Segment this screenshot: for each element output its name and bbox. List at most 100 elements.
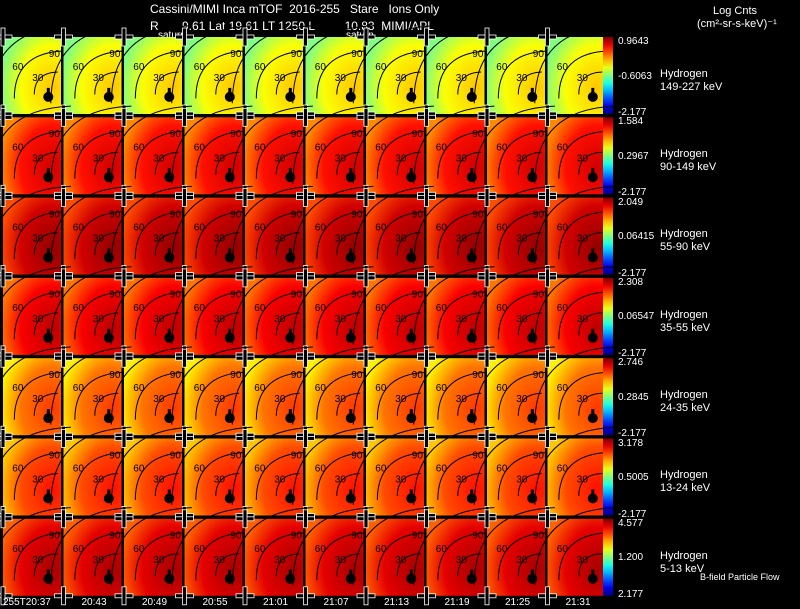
contour-line — [231, 346, 313, 425]
planet-marker — [43, 413, 54, 424]
time-tick-label: 21:25 — [505, 597, 531, 608]
planet-marker — [164, 573, 175, 584]
contour-line — [171, 507, 253, 586]
contour-line — [352, 507, 434, 586]
colorbar-min-label: -2.177 — [618, 107, 647, 118]
contour-label: 30 — [274, 153, 286, 164]
contour-line — [316, 532, 367, 581]
contour-label: 60 — [194, 544, 206, 555]
contour-line — [215, 392, 240, 416]
contour-line — [134, 452, 185, 501]
contour-line — [292, 346, 374, 425]
contour-line — [231, 105, 313, 184]
contour-label: 30 — [335, 394, 347, 405]
colorbar-max-label: 1.584 — [618, 116, 644, 128]
contour-label: 60 — [254, 62, 266, 73]
contour-line — [473, 507, 555, 586]
contour-label: 30 — [395, 234, 407, 245]
contour-label: 30 — [395, 475, 407, 486]
contour-label: 30 — [456, 153, 468, 164]
planet-marker — [466, 332, 477, 343]
contour-label: 60 — [375, 383, 387, 394]
contour-label: 60 — [557, 383, 569, 394]
heatmap-panel: 30 60 90 — [351, 346, 434, 445]
contour-line — [352, 266, 434, 345]
contour-label: 60 — [133, 62, 145, 73]
heatmap-panel: 30 60 90 — [351, 507, 434, 606]
contour-line — [497, 452, 548, 501]
contour-label: 30 — [93, 234, 105, 245]
time-tick-label: 255T20:37 — [3, 597, 51, 608]
contour-label: 30 — [516, 73, 528, 84]
contour-label: 30 — [456, 475, 468, 486]
planet-marker — [587, 172, 598, 183]
contour-line — [292, 426, 374, 505]
contour-line — [473, 25, 555, 104]
contour-label: 60 — [12, 62, 24, 73]
colorbar-min-label: -2.177 — [618, 428, 647, 440]
colorbar-max-label: 4.577 — [618, 517, 644, 529]
contour-line — [396, 71, 421, 95]
contour-label: 60 — [375, 62, 387, 73]
contour-line — [517, 151, 542, 175]
planet-marker — [224, 413, 235, 424]
contour-label: 60 — [73, 223, 85, 234]
contour-label: 60 — [436, 544, 448, 555]
contour-label: 60 — [557, 464, 569, 475]
contour-label: 90 — [472, 49, 484, 60]
contour-line — [171, 105, 253, 184]
colorbar-min-label: 2.177 — [618, 588, 644, 600]
colorbar-max-label: 0.9643 — [618, 36, 649, 47]
contour-line — [215, 553, 240, 577]
contour-line — [517, 232, 542, 256]
heatmap-panel: 30 60 90 — [412, 185, 495, 285]
heatmap-panel: 30 60 90 — [230, 266, 313, 365]
contour-line — [558, 532, 609, 581]
contour-label: 30 — [274, 394, 286, 405]
contour-label: 60 — [194, 62, 206, 73]
contour-label: 30 — [153, 555, 165, 566]
contour-line — [255, 130, 306, 179]
contour-label: 30 — [335, 314, 347, 325]
contour-line — [534, 426, 616, 505]
contour-label: 90 — [170, 129, 182, 140]
energy-band-label: Hydrogen 5-13 keV — [660, 549, 708, 575]
contour-line — [457, 392, 482, 416]
contour-label: 90 — [109, 49, 121, 60]
planet-marker — [43, 573, 54, 584]
contour-label: 30 — [395, 73, 407, 84]
planet-marker — [587, 91, 598, 102]
contour-label: 90 — [230, 290, 242, 301]
heatmap-panel: 30 60 90 — [230, 426, 313, 525]
contour-label: 60 — [315, 223, 327, 234]
contour-label: 90 — [49, 129, 61, 140]
contour-line — [413, 266, 495, 345]
contour-line — [275, 232, 300, 256]
contour-line — [110, 105, 192, 184]
contour-line — [0, 507, 71, 544]
colorbar — [603, 518, 613, 596]
planet-marker — [406, 493, 417, 504]
contour-line — [457, 312, 482, 336]
contour-label: 30 — [577, 394, 589, 405]
contour-label: 30 — [153, 73, 165, 84]
contour-line — [352, 185, 434, 264]
contour-label: 60 — [436, 223, 448, 234]
contour-line — [74, 371, 125, 420]
planet-marker — [43, 493, 54, 504]
footer-note: B-field Particle Flow — [700, 572, 780, 582]
contour-label: 60 — [133, 303, 145, 314]
heatmap-panel: 30 60 90 — [412, 507, 495, 606]
contour-line — [497, 291, 548, 340]
contour-line — [376, 50, 427, 99]
contour-line — [578, 151, 603, 175]
heatmap-panel: 30 60 90 — [230, 507, 313, 606]
contour-label: 60 — [557, 303, 569, 314]
contour-label: 30 — [93, 153, 105, 164]
colorbar-max-label: 2.308 — [618, 276, 644, 288]
contour-label: 60 — [254, 383, 266, 394]
heatmap-panel: 30 60 90 — [533, 426, 616, 525]
saturn-label: saturn — [158, 30, 186, 41]
contour-line — [336, 392, 361, 416]
contour-line — [534, 346, 616, 425]
